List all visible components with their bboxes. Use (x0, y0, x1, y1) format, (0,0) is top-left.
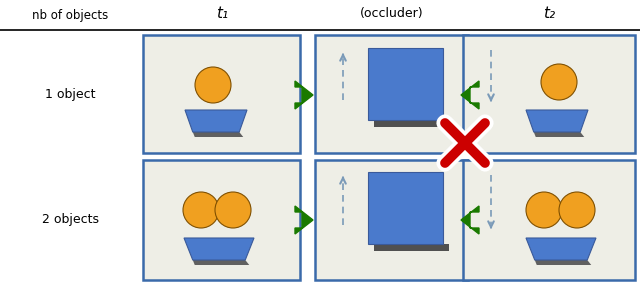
Polygon shape (185, 110, 247, 132)
Circle shape (559, 192, 595, 228)
Bar (367, 172, 442, 244)
Text: t₂: t₂ (543, 5, 555, 20)
Polygon shape (535, 260, 591, 265)
Polygon shape (193, 132, 243, 137)
Bar (143, 160, 300, 280)
Bar (315, 35, 468, 153)
Circle shape (183, 192, 219, 228)
Ellipse shape (537, 208, 559, 218)
Polygon shape (526, 110, 588, 132)
Ellipse shape (552, 80, 574, 89)
Text: t₁: t₁ (216, 5, 228, 20)
Circle shape (541, 64, 577, 100)
Circle shape (195, 67, 231, 103)
Polygon shape (193, 260, 249, 265)
Text: 2 objects: 2 objects (42, 214, 99, 227)
Ellipse shape (194, 208, 216, 218)
Bar (463, 35, 635, 153)
FancyArrow shape (461, 81, 479, 109)
Polygon shape (534, 132, 584, 137)
Circle shape (526, 192, 562, 228)
Text: nb of objects: nb of objects (32, 9, 108, 22)
Bar (315, 160, 468, 280)
FancyArrow shape (295, 206, 313, 234)
Bar (143, 35, 300, 153)
Ellipse shape (570, 208, 592, 218)
Ellipse shape (206, 83, 228, 93)
FancyArrow shape (461, 206, 479, 234)
Ellipse shape (226, 208, 248, 218)
Text: 1 object: 1 object (45, 87, 95, 101)
Text: (occluder): (occluder) (360, 7, 424, 20)
Bar (374, 120, 449, 127)
Circle shape (215, 192, 251, 228)
FancyArrow shape (295, 81, 313, 109)
Polygon shape (526, 238, 596, 260)
Polygon shape (184, 238, 254, 260)
Bar (367, 48, 442, 120)
Bar (463, 160, 635, 280)
Bar (374, 244, 449, 251)
